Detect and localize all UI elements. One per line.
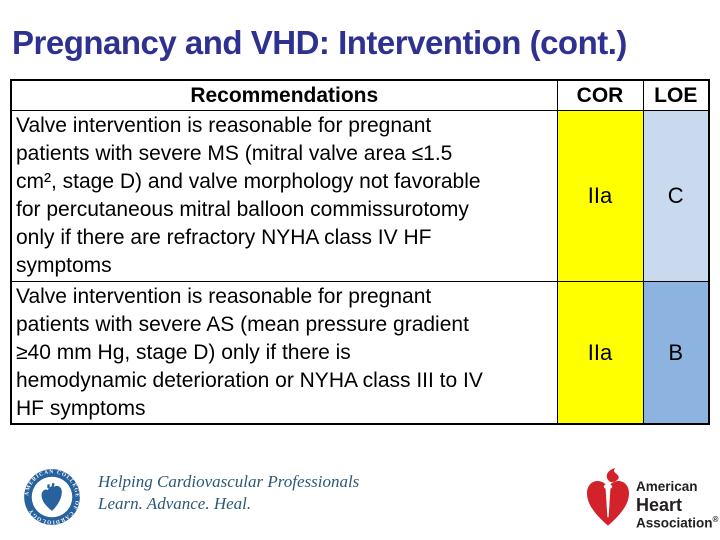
aha-wordmark-association: Association [636,515,713,530]
recommendation-text-ms: Valve intervention is reasonable for pre… [10,110,558,282]
acc-tagline-line1: Helping Cardiovascular Professionals [98,472,360,491]
table-row: Valve intervention is reasonable for pre… [10,281,710,425]
aha-heart-icon [587,468,629,526]
slide-title: Pregnancy and VHD: Intervention (cont.) [12,24,627,61]
aha-wordmark: American Heart Association® [636,480,718,530]
recommendations-table: Recommendations COR LOE Valve interventi… [10,79,710,425]
aha-wordmark-line1: American [636,479,698,494]
acc-heart-illustration [41,482,62,511]
aha-wordmark-line2: Heart [636,494,683,515]
aha-wordmark-line3: Association® [636,514,719,530]
column-header-loe: LOE [642,79,710,111]
table-row: Valve intervention is reasonable for pre… [10,110,710,282]
acc-tagline: Helping Cardiovascular Professionals Lea… [98,471,359,515]
column-header-recommendations: Recommendations [10,79,558,111]
column-header-cor: COR [556,79,644,111]
registered-trademark-symbol: ® [712,514,719,524]
loe-cell: C [642,110,710,282]
table-header-row: Recommendations COR LOE [10,79,710,111]
cor-cell: IIa [556,110,644,282]
recommendation-text-as: Valve intervention is reasonable for pre… [10,281,558,425]
acc-seal-icon: AMERICAN COLLEGE OF CARDIOLOGY [24,469,80,525]
acc-tagline-line2: Learn. Advance. Heal. [98,494,252,513]
cor-cell: IIa [556,281,644,425]
loe-cell: B [642,281,710,425]
